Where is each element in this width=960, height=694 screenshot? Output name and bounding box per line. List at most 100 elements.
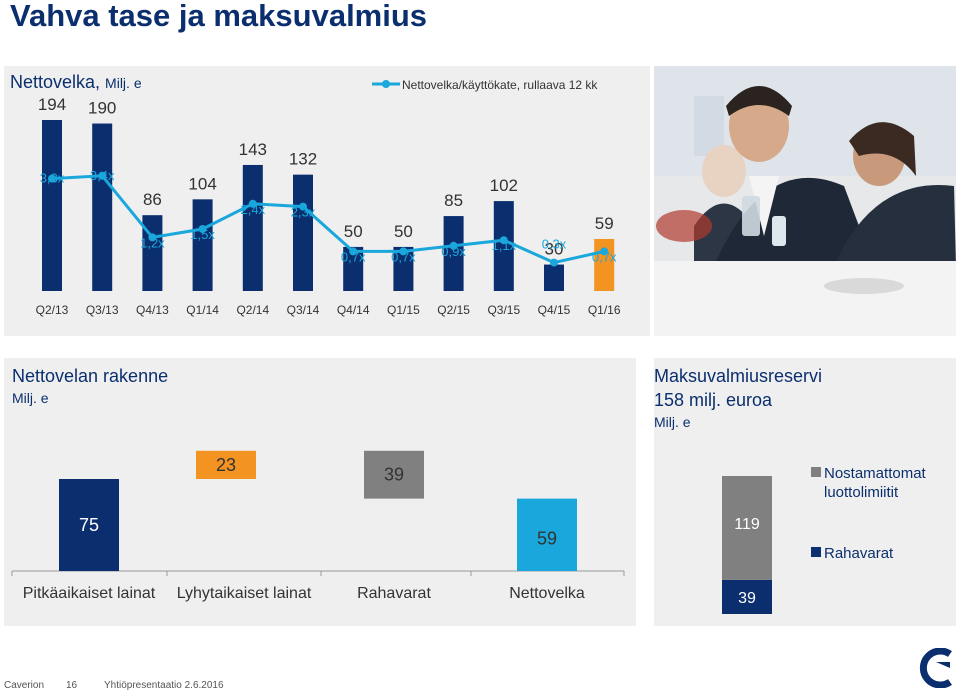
waterfall-bar-1 — [59, 479, 119, 571]
waterfall-value-label: 59 — [537, 529, 557, 549]
ratio-point — [399, 247, 408, 256]
waterfall-category-label: Pitkäaikaiset lainat — [23, 585, 156, 602]
caverion-logo-mark — [919, 647, 952, 689]
bar-value-label: 190 — [88, 99, 116, 118]
ratio-label: 0,7x — [592, 249, 617, 264]
ratio-label: 2,3x — [291, 205, 316, 220]
reserve-value-label: 119 — [734, 516, 760, 533]
ratio-point — [600, 247, 609, 256]
ratio-label: 3,4x — [90, 168, 115, 183]
x-tick-label: Q2/13 — [36, 303, 69, 317]
legend-label-cash: Rahavarat — [824, 545, 894, 562]
ratio-label: 3,3x — [40, 171, 65, 186]
x-tick-label: Q1/14 — [186, 303, 219, 317]
liquidity-reserve-chart: Nostamattomat luottolimiitit Rahavarat 3… — [722, 465, 927, 614]
waterfall-category-label: Rahavarat — [357, 585, 431, 602]
waterfall-bar-2 — [196, 450, 256, 479]
legend-label-credit-limits-line2: luottolimiitit — [824, 484, 899, 501]
ratio-label: 1,5x — [190, 227, 215, 242]
x-tick-label: Q4/13 — [136, 303, 169, 317]
x-tick-label: Q2/15 — [437, 303, 470, 317]
bar-Q2/14 — [242, 164, 263, 291]
net-debt-chart-panel: Nettovelka, Milj. e Nettovelka/käyttökat… — [4, 66, 650, 336]
ratio-point — [299, 202, 307, 211]
net-debt-chart: Nettovelka/käyttökate, rullaava 12 kk 19… — [36, 78, 621, 317]
waterfall-value-label: 39 — [384, 465, 404, 485]
footer-company: Caverion — [4, 680, 45, 691]
ratio-point — [48, 174, 56, 183]
bar-value-label: 194 — [38, 95, 66, 114]
footer-page-number: 16 — [66, 680, 78, 691]
ratio-point — [248, 199, 257, 208]
x-tick-label: Q4/15 — [538, 303, 571, 317]
net-debt-chart-title-text: Nettovelka, — [10, 72, 106, 92]
bar-Q3/14 — [293, 174, 313, 291]
x-tick-label: Q1/16 — [588, 303, 621, 317]
ratio-label: 0,7x — [391, 249, 416, 264]
liquidity-reserve-title: Maksuvalmiusreservi — [654, 366, 823, 386]
x-tick-label: Q2/14 — [236, 303, 269, 317]
waterfall-category-label: Nettovelka — [509, 585, 585, 602]
liquidity-reserve-unit: Milj. e — [654, 414, 691, 430]
net-debt-structure-chart: 75 Pitkäaikaiset lainat 23 Lyhytaikaiset la… — [11, 450, 625, 602]
bar-Q4/13 — [142, 215, 163, 291]
ratio-point — [198, 225, 207, 233]
footer: Caverion 16 Yhtiöpresentaatio 2.6.2016 — [4, 680, 304, 691]
net-debt-chart-title: Nettovelka, Milj. e — [10, 72, 142, 93]
legend-label-credit-limits-line1: Nostamattomat — [824, 465, 927, 482]
ratio-label: 0,3x — [542, 237, 567, 252]
waterfall-bar-3 — [364, 450, 424, 499]
waterfall-value-label: 23 — [216, 455, 236, 475]
x-tick-label: Q4/14 — [337, 303, 370, 317]
bar-value-label: 143 — [239, 140, 267, 159]
reserve-bar-cash — [722, 579, 772, 614]
bar-value-label: 59 — [595, 214, 614, 233]
liquidity-reserve-subtitle: 158 milj. euroa — [654, 390, 773, 410]
caverion-logo — [916, 647, 956, 693]
bar-Q4/14 — [343, 246, 364, 291]
bar-value-label: 50 — [394, 222, 413, 241]
bar-value-label: 30 — [545, 240, 564, 259]
net-debt-structure-title: Nettovelan rakenne — [12, 366, 169, 386]
net-debt-structure-unit: Milj. e — [12, 390, 49, 406]
ratio-point — [98, 171, 107, 180]
ratio-label: 0,9x — [441, 244, 466, 259]
bar-Q2/13 — [42, 120, 62, 291]
ratio-line — [51, 174, 605, 265]
ratio-point — [349, 247, 358, 256]
bar-value-label: 102 — [490, 176, 518, 195]
bar-value-label: 104 — [188, 174, 216, 193]
bar-Q3/15 — [493, 201, 514, 291]
bar-Q1/16 — [594, 238, 615, 291]
net-debt-chart-unit: Milj. e — [105, 75, 142, 91]
waterfall-value-label: 75 — [79, 515, 99, 535]
bar-value-label: 86 — [143, 190, 162, 209]
liquidity-reserve-panel: Maksuvalmiusreservi 158 milj. euroa Milj… — [654, 358, 956, 626]
ratio-label: 0,7x — [341, 249, 366, 264]
page-title: Vahva tase ja maksuvalmius — [10, 0, 428, 33]
ratio-point — [449, 241, 458, 250]
legend-swatch-cash — [811, 547, 821, 557]
ratio-point — [148, 233, 157, 242]
waterfall-category-label: Lyhytaikaiset lainat — [177, 585, 312, 602]
reserve-value-label: 39 — [738, 590, 756, 607]
bar-Q2/15 — [443, 216, 464, 291]
bar-Q3/13 — [92, 123, 113, 291]
ratio-label: 2,4x — [241, 202, 266, 217]
reserve-bar-credit-limits — [722, 476, 772, 580]
bar-value-label: 50 — [344, 222, 363, 241]
ratio-label: 1,2x — [140, 235, 165, 250]
x-tick-label: Q3/15 — [487, 303, 520, 317]
meeting-photo — [654, 66, 956, 336]
meeting-photo-drawing — [654, 66, 956, 336]
line-legend-label: Nettovelka/käyttökate, rullaava 12 kk — [402, 78, 598, 92]
bar-Q1/14 — [192, 199, 213, 291]
ratio-point — [499, 236, 508, 245]
legend-swatch-credit-limits — [811, 467, 821, 477]
line-legend: Nettovelka/käyttökate, rullaava 12 kk — [372, 78, 598, 92]
bar-value-label: 85 — [444, 191, 463, 210]
waterfall-bar-4 — [517, 498, 577, 571]
x-tick-label: Q3/13 — [86, 303, 119, 317]
x-tick-label: Q3/14 — [287, 303, 320, 317]
footer-doc: Yhtiöpresentaatio 2.6.2016 — [104, 680, 224, 691]
